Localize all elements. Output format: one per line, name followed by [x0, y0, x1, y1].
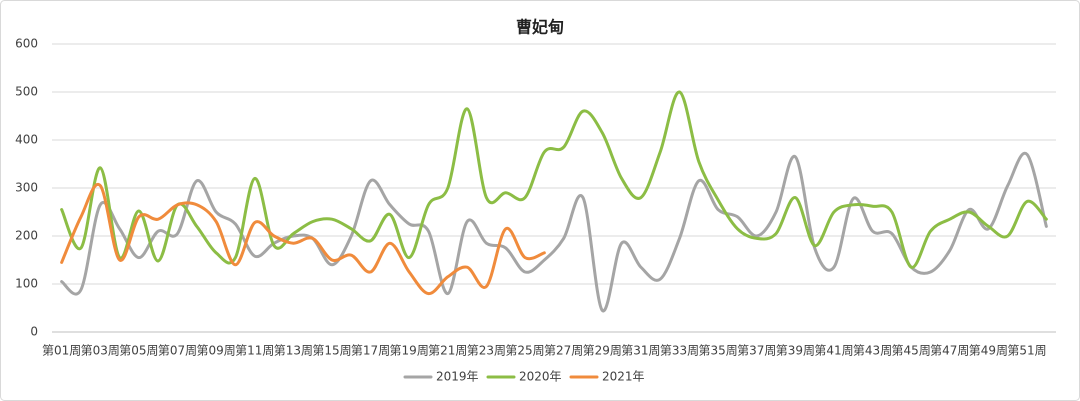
- y-tick-label: 200: [15, 229, 38, 243]
- x-tick-label: 第51周: [1007, 344, 1046, 358]
- y-tick-label: 300: [15, 181, 38, 195]
- x-tick-label: 第13周: [274, 344, 313, 358]
- y-tick-label: 400: [15, 133, 38, 147]
- series-line: [60, 151, 1048, 313]
- x-tick-label: 第07周: [158, 344, 197, 358]
- x-tick-label: 第21周: [428, 344, 467, 358]
- x-tick-label: 第11周: [235, 344, 274, 358]
- x-tick-label: 第49周: [969, 344, 1008, 358]
- x-tick-label: 第45周: [892, 344, 931, 358]
- x-tick-label: 第35周: [698, 344, 737, 358]
- legend-label: 2020年: [519, 370, 562, 384]
- x-tick-label: 第17周: [351, 344, 390, 358]
- x-tick-label: 第23周: [467, 344, 506, 358]
- series-line: [60, 90, 1048, 269]
- x-tick-label: 第09周: [196, 344, 235, 358]
- x-tick-label: 第27周: [544, 344, 583, 358]
- y-tick-label: 0: [30, 325, 38, 339]
- x-tick-label: 第41周: [814, 344, 853, 358]
- x-tick-label: 第39周: [776, 344, 815, 358]
- y-tick-label: 600: [15, 37, 38, 51]
- x-tick-label: 第29周: [583, 344, 622, 358]
- chart-title: 曹妃甸: [516, 18, 564, 37]
- y-tick-label: 100: [15, 277, 38, 291]
- y-tick-label: 500: [15, 85, 38, 99]
- x-tick-label: 第03周: [81, 344, 120, 358]
- legend-label: 2019年: [436, 370, 479, 384]
- x-tick-label: 第43周: [853, 344, 892, 358]
- x-tick-label: 第15周: [312, 344, 351, 358]
- x-tick-label: 第01周: [42, 344, 81, 358]
- x-tick-label: 第37周: [737, 344, 776, 358]
- x-tick-label: 第25周: [505, 344, 544, 358]
- x-tick-label: 第47周: [930, 344, 969, 358]
- legend-label: 2021年: [602, 370, 645, 384]
- x-tick-label: 第31周: [621, 344, 660, 358]
- x-tick-label: 第19周: [390, 344, 429, 358]
- series-line: [60, 182, 546, 296]
- x-tick-label: 第33周: [660, 344, 699, 358]
- x-tick-label: 第05周: [119, 344, 158, 358]
